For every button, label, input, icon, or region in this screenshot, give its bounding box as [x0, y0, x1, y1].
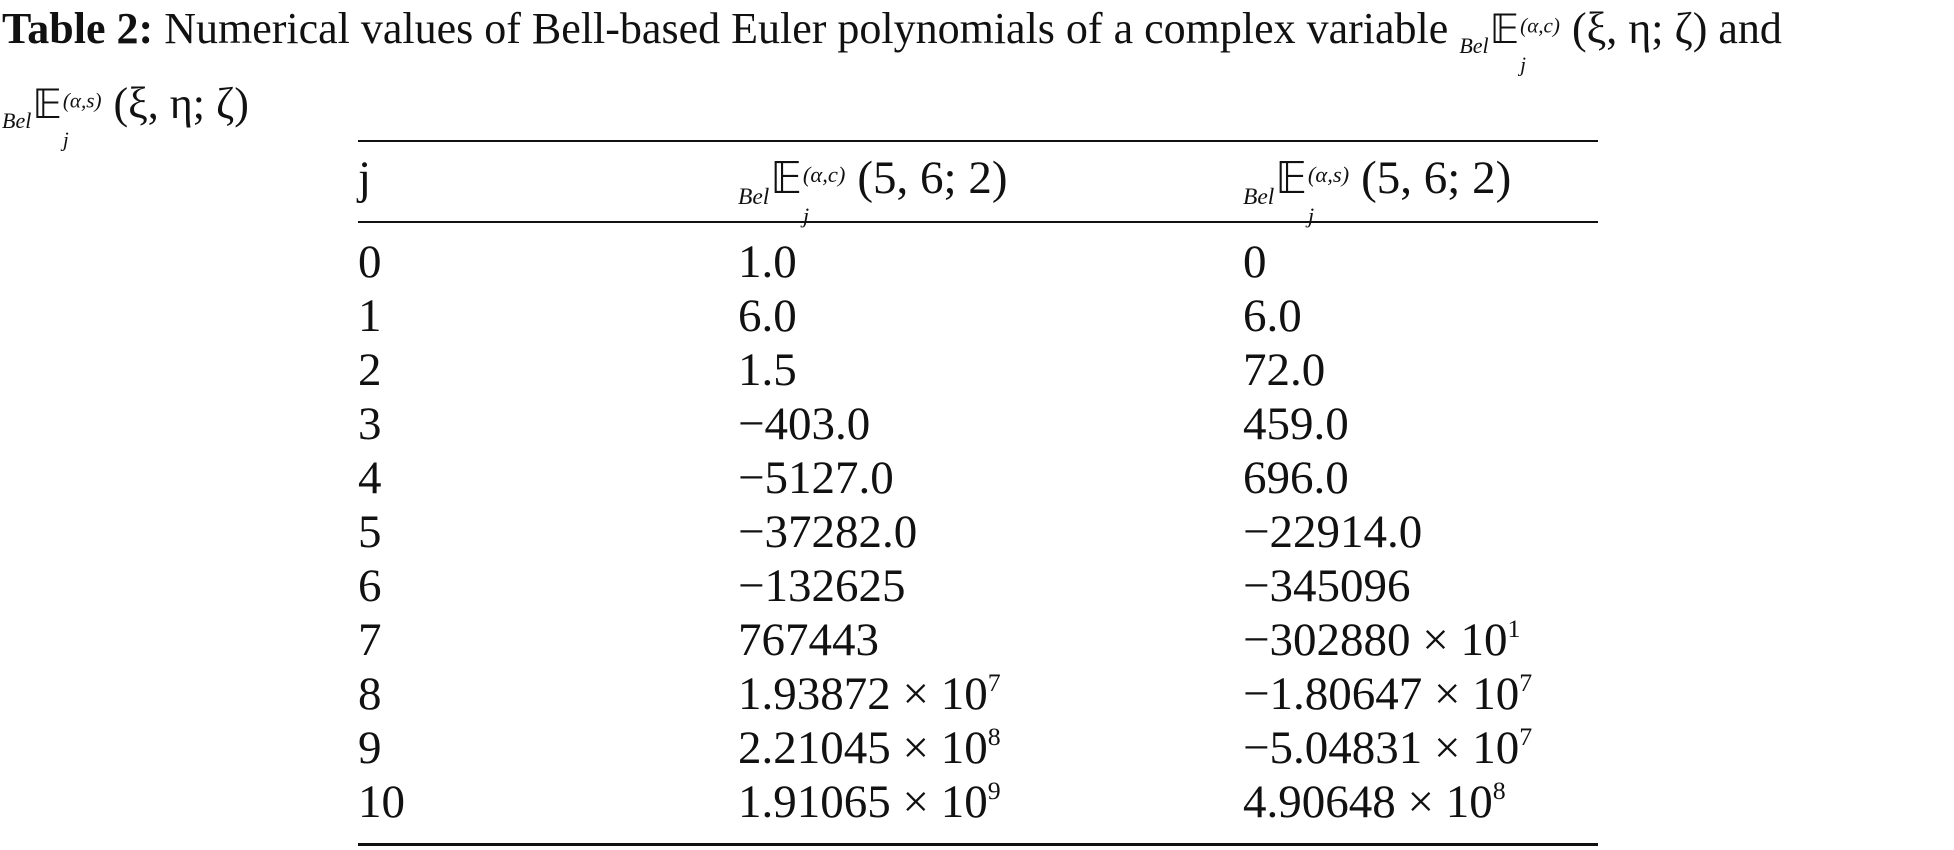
value-mantissa: 1.93872 × 10	[738, 668, 988, 720]
table-caption: Table 2: Numerical values of Bell-based …	[2, 0, 1954, 150]
cell-j: 4	[358, 452, 382, 504]
value-mantissa: 767443	[738, 614, 879, 666]
caption-line-1: Table 2: Numerical values of Bell-based …	[2, 0, 1954, 75]
math-symbol: 𝔼	[32, 79, 62, 128]
caption-text: Numerical values of Bell-based Euler pol…	[164, 4, 1449, 53]
header-rule	[358, 221, 1598, 223]
cell-cosine-value: 767443	[738, 613, 879, 667]
math-args: (ξ, η; ζ)	[113, 78, 249, 128]
caption-joiner: and	[1718, 4, 1782, 53]
cell-cosine-value: −5127.0	[738, 451, 894, 505]
math-prefix: Bel	[1459, 32, 1489, 58]
value-mantissa: −403.0	[738, 398, 871, 450]
cell-sine-value: 696.0	[1243, 451, 1349, 505]
cell-sine-value: −5.04831 × 107	[1243, 721, 1532, 775]
cell-j: 6	[358, 560, 382, 612]
math-symbol: 𝔼	[1489, 5, 1520, 53]
value-mantissa: 2.21045 × 10	[738, 722, 988, 774]
value-exponent: 8	[1492, 775, 1506, 805]
cell-cosine-value: 2.21045 × 108	[738, 721, 1001, 775]
value-mantissa: −5.04831 × 10	[1243, 722, 1520, 774]
math-args: (5, 6; 2)	[857, 152, 1008, 204]
value-exponent: 7	[1519, 721, 1533, 751]
value-exponent: 9	[987, 775, 1001, 805]
cell-sine-value: −22914.0	[1243, 505, 1422, 559]
cell-cosine-value: 1.91065 × 109	[738, 775, 1001, 829]
cell-j: 3	[358, 398, 382, 450]
value-mantissa: 1.0	[738, 236, 797, 288]
bottom-rule	[358, 843, 1598, 846]
cell-sine-value: 0	[1243, 235, 1267, 289]
math-sup: (α,c)	[802, 161, 846, 187]
value-mantissa: 696.0	[1243, 452, 1349, 504]
value-mantissa: 72.0	[1243, 344, 1326, 396]
value-mantissa: 459.0	[1243, 398, 1349, 450]
cell-cosine-value: −37282.0	[738, 505, 917, 559]
cell-sine-value: 72.0	[1243, 343, 1325, 397]
cell-sine-value: 6.0	[1243, 289, 1302, 343]
value-mantissa: −22914.0	[1243, 506, 1423, 558]
math-sub: j	[1520, 52, 1527, 77]
header-j: j	[358, 152, 372, 204]
caption-math-cosine: Bel𝔼 (α,c) j (ξ, η; ζ)	[1459, 4, 1718, 75]
value-exponent: 1	[1507, 613, 1521, 643]
math-symbol: 𝔼	[770, 154, 802, 204]
math-symbol: 𝔼	[1275, 154, 1307, 204]
caption-line-2: Bel𝔼 (α,s) j (ξ, η; ζ)	[2, 75, 1954, 150]
math-args: (ξ, η; ζ)	[1571, 4, 1708, 53]
cell-sine-value: −345096	[1243, 559, 1411, 613]
value-mantissa: 0	[1243, 236, 1267, 288]
cell-j: 8	[358, 668, 382, 720]
cell-cosine-value: 6.0	[738, 289, 797, 343]
cell-j: 1	[358, 290, 382, 342]
cell-j: 0	[358, 236, 382, 288]
math-sub: j	[62, 127, 69, 152]
caption-label: Table 2:	[2, 4, 154, 53]
math-sup: (α,s)	[62, 88, 102, 113]
value-mantissa: 4.90648 × 10	[1243, 776, 1493, 828]
cell-sine-value: −1.80647 × 107	[1243, 667, 1532, 721]
cell-cosine-value: −403.0	[738, 397, 870, 451]
math-sub: j	[802, 203, 810, 229]
value-exponent: 8	[987, 721, 1001, 751]
cell-j: 2	[358, 344, 382, 396]
math-sup: (α,c)	[1520, 13, 1560, 38]
value-mantissa: −1.80647 × 10	[1243, 668, 1520, 720]
header-cosine: Bel𝔼 (α,c) j (5, 6; 2)	[738, 151, 1008, 227]
cell-cosine-value: 1.93872 × 107	[738, 667, 1001, 721]
cell-j: 10	[358, 776, 405, 828]
math-args: (5, 6; 2)	[1361, 152, 1512, 204]
value-mantissa: −37282.0	[738, 506, 918, 558]
cell-sine-value: 4.90648 × 108	[1243, 775, 1506, 829]
cell-j: 9	[358, 722, 382, 774]
math-prefix: Bel	[2, 107, 32, 133]
value-mantissa: −302880 × 10	[1243, 614, 1508, 666]
caption-math-sine: Bel𝔼 (α,s) j (ξ, η; ζ)	[2, 78, 249, 150]
math-sup: (α,s)	[1307, 161, 1350, 187]
math-prefix: Bel	[738, 183, 770, 210]
math-prefix: Bel	[1243, 183, 1275, 210]
math-sub: j	[1307, 203, 1315, 229]
cell-cosine-value: 1.5	[738, 343, 797, 397]
cell-cosine-value: −132625	[738, 559, 906, 613]
value-mantissa: 6.0	[1243, 290, 1302, 342]
value-mantissa: 1.5	[738, 344, 797, 396]
cell-sine-value: 459.0	[1243, 397, 1349, 451]
value-mantissa: −345096	[1243, 560, 1411, 612]
top-rule	[358, 140, 1598, 142]
value-mantissa: −132625	[738, 560, 906, 612]
value-mantissa: −5127.0	[738, 452, 894, 504]
value-mantissa: 6.0	[738, 290, 797, 342]
cell-j: 7	[358, 614, 382, 666]
cell-cosine-value: 1.0	[738, 235, 797, 289]
cell-sine-value: −302880 × 101	[1243, 613, 1520, 667]
value-mantissa: 1.91065 × 10	[738, 776, 988, 828]
header-sine: Bel𝔼 (α,s) j (5, 6; 2)	[1243, 151, 1512, 227]
value-exponent: 7	[987, 667, 1001, 697]
value-exponent: 7	[1519, 667, 1533, 697]
cell-j: 5	[358, 506, 382, 558]
